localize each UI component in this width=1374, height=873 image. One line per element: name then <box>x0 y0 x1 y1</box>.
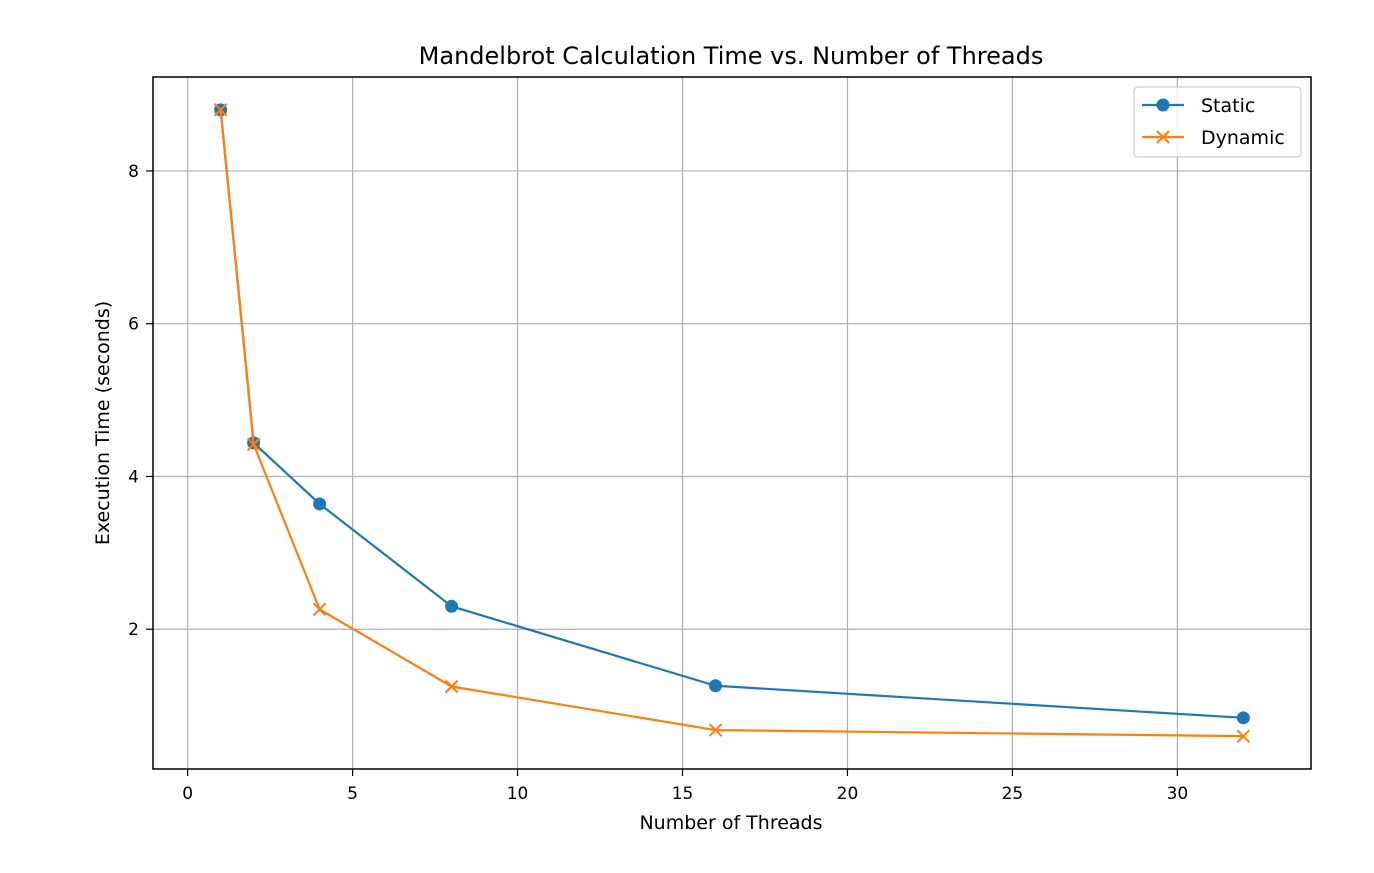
x-tick-label: 0 <box>182 784 193 804</box>
dynamic-data-point <box>312 602 327 617</box>
legend-entry-dynamic: Dynamic <box>1142 127 1285 149</box>
static-data-point <box>1236 711 1250 725</box>
series-static <box>214 103 1250 725</box>
legend-label-static: Static <box>1201 95 1255 117</box>
x-tick-label: 15 <box>672 784 694 804</box>
static-data-point <box>709 679 723 693</box>
x-tick-label: 25 <box>1002 784 1024 804</box>
y-axis-label: Execution Time (seconds) <box>92 301 114 545</box>
x-tick-label: 20 <box>837 784 859 804</box>
legend-marker-dynamic <box>1156 130 1170 144</box>
legend-label-dynamic: Dynamic <box>1201 127 1285 149</box>
static-data-point <box>313 497 327 511</box>
x-axis-label: Number of Threads <box>639 812 822 834</box>
legend-marker-static <box>1156 98 1170 112</box>
static-series-line <box>219 109 1244 719</box>
y-tick-label: 2 <box>128 620 139 640</box>
series-dynamic <box>213 103 1251 743</box>
dynamic-data-point <box>708 723 723 737</box>
dynamic-data-point <box>246 437 261 452</box>
y-tick-label: 6 <box>128 315 139 335</box>
y-tick-label: 8 <box>128 162 139 182</box>
legend-entry-static: Static <box>1142 95 1255 117</box>
x-tick-label: 5 <box>347 784 358 804</box>
x-tick-label: 10 <box>507 784 529 804</box>
dynamic-data-point <box>213 103 228 117</box>
legend: Static Dynamic <box>1133 86 1302 158</box>
y-tick-label: 4 <box>128 467 139 487</box>
grid-lines <box>153 77 1311 769</box>
series-layer <box>213 103 1251 743</box>
dynamic-data-point <box>444 679 459 694</box>
static-data-point <box>445 599 459 613</box>
dynamic-data-point <box>1236 729 1251 743</box>
x-tick-label: 30 <box>1167 784 1189 804</box>
dynamic-series-line <box>219 109 1244 738</box>
chart-title: Mandelbrot Calculation Time vs. Number o… <box>419 42 1044 70</box>
axis-ticks: 0 5 10 15 20 25 30 2 4 6 8 <box>128 162 1188 804</box>
plot-area-frame <box>152 76 1312 770</box>
